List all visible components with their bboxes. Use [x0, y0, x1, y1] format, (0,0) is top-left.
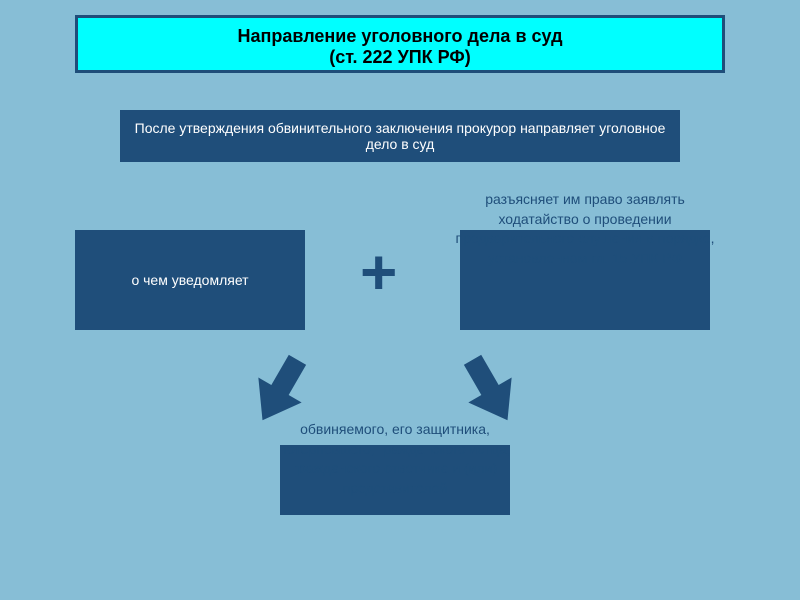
left-box-text: о чем уведомляет: [131, 272, 248, 288]
intro-text: После утверждения обвинительного заключе…: [130, 120, 670, 152]
title-line1: Направление уголовного дела в суд: [90, 26, 710, 47]
left-box: о чем уведомляет: [75, 230, 305, 330]
intro-box: После утверждения обвинительного заключе…: [120, 110, 680, 162]
title-box: Направление уголовного дела в суд (ст. 2…: [75, 15, 725, 73]
title-line2: (ст. 222 УПК РФ): [90, 47, 710, 68]
bottom-text: обвиняемого, его защитника, потерпевшего…: [265, 420, 525, 498]
plus-symbol: +: [360, 235, 397, 309]
right-text: разъясняет им право заявлять ходатайство…: [455, 190, 715, 268]
